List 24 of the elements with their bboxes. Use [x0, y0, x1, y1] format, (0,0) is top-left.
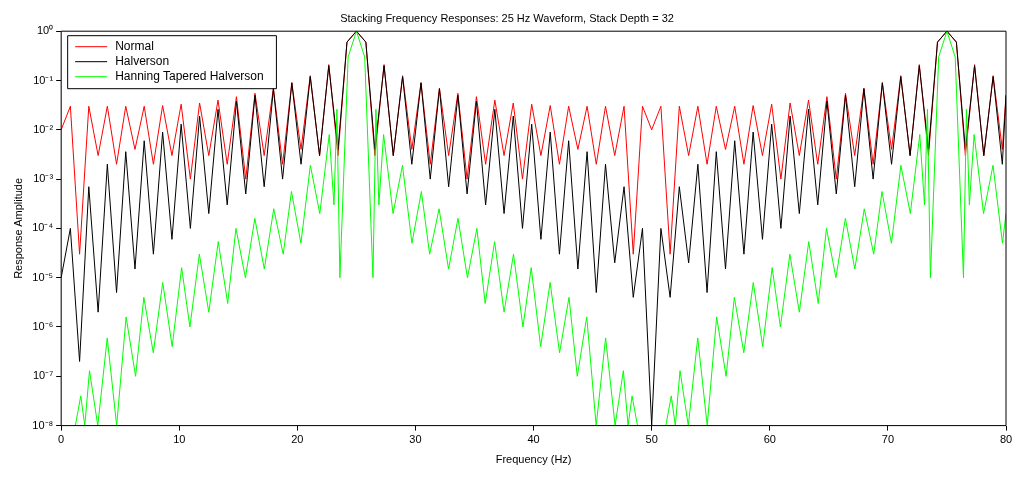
y-tick-label: 10⁰ [36, 24, 54, 37]
y-tick-label: 10⁻¹ [33, 73, 54, 86]
y-tick-label: 10⁻⁸ [32, 418, 54, 431]
x-tick-label: 50 [645, 433, 658, 446]
y-tick-label: 10⁻² [33, 122, 54, 135]
x-tick-label: 10 [173, 433, 186, 446]
legend-label: Halverson [115, 54, 170, 69]
x-tick-label: 30 [409, 433, 422, 446]
y-tick-label: 10⁻⁶ [32, 320, 54, 333]
y-tick-label: 10⁻³ [33, 172, 54, 185]
y-axis-title: Response Amplitude [11, 177, 24, 279]
y-tick-label: 10⁻⁵ [32, 270, 54, 283]
x-tick-label: 60 [763, 433, 776, 446]
legend-label: Normal [115, 39, 154, 54]
x-tick-label: 40 [527, 433, 540, 446]
chart-title: Stacking Frequency Responses: 25 Hz Waveform, Stack Depth = 32 [340, 11, 674, 24]
x-tick-label: 0 [58, 433, 65, 446]
x-tick-label: 70 [881, 433, 895, 446]
x-tick-label: 80 [999, 433, 1013, 446]
x-tick-label: 20 [291, 433, 304, 446]
legend-label: Hanning Tapered Halverson [115, 69, 264, 84]
x-axis-title: Frequency (Hz) [495, 453, 572, 466]
y-tick-label: 10⁻⁴ [32, 221, 54, 234]
y-tick-label: 10⁻⁷ [32, 369, 54, 382]
